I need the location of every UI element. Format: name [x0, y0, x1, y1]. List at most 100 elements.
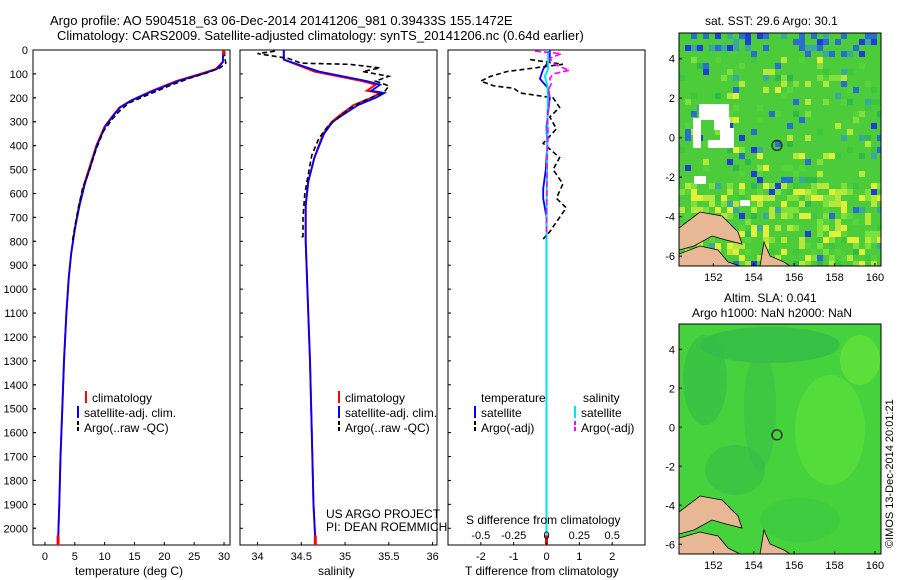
sst-field-cell: [739, 171, 745, 177]
sst-field-cell: [847, 99, 853, 105]
sst-field-cell: [805, 45, 811, 51]
sst-field-cell: [871, 99, 877, 105]
sst-field-cell: [697, 195, 703, 201]
sst-field-cell: [865, 255, 871, 261]
sst-field-cell: [823, 69, 829, 75]
sst-map-frame: [678, 32, 882, 267]
temperature-argo-line: [71, 51, 227, 242]
sst-field-cell: [823, 249, 829, 255]
sst-field-cell: [775, 75, 781, 81]
map-y-tick-label: -2: [665, 172, 675, 184]
sst-field-cell: [817, 243, 823, 249]
sst-field-cell: [805, 243, 811, 249]
sst-field-cells: [679, 33, 881, 266]
sst-field-cell: [817, 237, 823, 243]
sst-field-cell: [817, 225, 823, 231]
sst-field-cell: [847, 87, 853, 93]
sst-field-cell: [841, 33, 847, 39]
sst-field-cell: [817, 219, 823, 225]
sst-field-cell: [811, 195, 817, 201]
x-tick-label: 36: [426, 551, 438, 563]
sst-field-cell: [733, 45, 739, 51]
sst-field-cell: [787, 189, 793, 195]
sst-field-cell: [733, 261, 739, 266]
sst-field-cell: [781, 33, 787, 39]
sst-field-cell: [703, 63, 709, 69]
sst-field-cell: [763, 87, 769, 93]
sst-field-cell: [811, 255, 817, 261]
sst-field-cell: [739, 261, 745, 266]
sst-field-cell: [817, 171, 823, 177]
sst-field-cell: [835, 189, 841, 195]
x-tick-label: 34: [251, 551, 263, 563]
map-y-tick-label: 2: [669, 93, 675, 105]
sla-map-title1: Altim. SLA: 0.041: [724, 291, 817, 305]
sst-field-cell: [697, 207, 703, 213]
sst-field-cell: [709, 243, 715, 249]
sst-field-cell: [877, 147, 881, 153]
sst-field-cell: [841, 189, 847, 195]
sst-field-cell: [733, 165, 739, 171]
sst-field-cell: [733, 243, 739, 249]
sst-field-cell: [865, 99, 871, 105]
difference-x-axis: -2 -1 0 1 2: [448, 49, 615, 563]
sst-field-cell: [733, 147, 739, 153]
sst-field-cell: [751, 51, 757, 57]
legend-salinity-title: salinity: [583, 391, 620, 405]
sst-field-cell: [865, 39, 871, 45]
sst-field-cell: [817, 255, 823, 261]
sst-field-cell: [829, 201, 835, 207]
sst-field-cell: [817, 231, 823, 237]
temperature-legend: climatology satellite-adj. clim. Argo(..…: [77, 391, 176, 435]
sst-field-cell: [763, 33, 769, 39]
sst-field-cell: [799, 243, 805, 249]
sst-field-cell: [865, 213, 871, 219]
sst-field-cell: [871, 237, 877, 243]
x-tick-label: 30: [218, 551, 230, 563]
legend-climatology-label: climatology: [92, 391, 152, 405]
sst-field-cell: [871, 33, 877, 39]
sst-field-cell: [877, 225, 881, 231]
sst-field-cell: [841, 135, 847, 141]
x-tick-label: 2: [609, 551, 615, 563]
sst-field-cell: [745, 261, 751, 266]
sst-field-cell: [733, 75, 739, 81]
salinity-satellite-line: [282, 50, 388, 541]
sst-field-cell: [811, 33, 817, 39]
salinity-panel-frame: [239, 49, 438, 546]
sst-field-cell: [805, 135, 811, 141]
sst-field-cell: [811, 45, 817, 51]
sst-field-cell: [847, 147, 853, 153]
sst-field-cell: [841, 99, 847, 105]
sst-field-cell: [877, 243, 881, 249]
sst-field-cell: [871, 255, 877, 261]
difference-legend: temperature salinity satellite Argo(-adj…: [474, 391, 634, 435]
sst-field-cell: [769, 69, 775, 75]
sst-field-cell: [679, 189, 685, 195]
legend-s-argo-label: Argo(-adj): [581, 421, 634, 435]
sst-field-cell: [829, 261, 835, 266]
map-y-tick-label: 0: [669, 133, 675, 145]
sst-field-cell: [775, 183, 781, 189]
sst-field-cell: [865, 231, 871, 237]
sst-field-cell: [835, 225, 841, 231]
sst-field-cell: [859, 195, 865, 201]
sst-field-cell: [787, 87, 793, 93]
sst-field-cell: [829, 213, 835, 219]
sst-field-cell: [763, 45, 769, 51]
sst-field-cell: [871, 87, 877, 93]
depth-tick-label: 800: [10, 236, 28, 248]
sst-field-cell: [691, 45, 697, 51]
sst-field-cell: [775, 87, 781, 93]
sst-field-cell: [727, 147, 733, 153]
legend-satellite-label: satellite-adj. clim.: [84, 406, 176, 420]
map-y-tick-label: -6: [665, 251, 675, 263]
sst-field-cell: [841, 213, 847, 219]
sst-field-cell: [781, 201, 787, 207]
sst-field-cell: [793, 225, 799, 231]
map-x-tick-label: 158: [825, 560, 843, 572]
sst-field-cell: [871, 201, 877, 207]
sst-field-cell: [835, 75, 841, 81]
sst-field-cell: [823, 39, 829, 45]
